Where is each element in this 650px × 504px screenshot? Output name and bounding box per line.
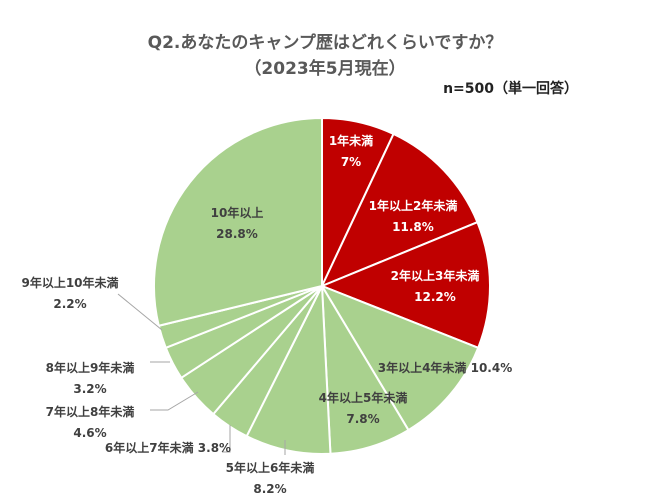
slice-category-label: 9年以上10年未満 — [21, 275, 118, 290]
leader-line — [117, 293, 163, 331]
slice-category-label: 1年以上2年未満 — [369, 198, 458, 213]
slice-category-label: 4年以上5年未満 — [319, 390, 408, 405]
chart-title: Q2.あなたのキャンプ歴はどれくらいですか？ — [147, 33, 503, 53]
slice-category-label: 2年以上3年未満 — [391, 268, 480, 283]
leader-line — [150, 391, 199, 411]
chart-subtitle: （2023年5月現在） — [244, 59, 406, 79]
pie-slice — [319, 220, 491, 350]
slice-label: 3年以上4年未満 10.4% — [378, 360, 513, 375]
pie-slice — [319, 132, 479, 288]
slice-value-label: 7.8% — [346, 412, 379, 426]
leader-line — [222, 425, 231, 453]
sample-note: n=500（単一回答） — [443, 81, 578, 97]
pie-slice — [319, 283, 480, 432]
slice-value-label: 11.8% — [392, 220, 434, 234]
pie-slice — [153, 116, 323, 327]
slice-category-label: 8年以上9年未満 — [46, 360, 135, 375]
slice-category-label: 1年未満 — [329, 133, 373, 148]
slice-value-label: 4.6% — [73, 426, 106, 440]
slice-value-label: 28.8% — [216, 227, 258, 241]
slice-value-label: 3.2% — [73, 382, 106, 396]
slice-value-label: 2.2% — [53, 297, 86, 311]
pie-slice — [245, 282, 332, 455]
slice-category-label: 10年以上 — [211, 205, 264, 220]
slice-value-label: 7% — [341, 155, 361, 169]
slice-value-label: 12.2% — [414, 290, 456, 304]
slice-category-label: 7年以上8年未満 — [46, 404, 135, 419]
slice-value-label: 8.2% — [253, 482, 286, 496]
slice-category-label: 5年以上6年未満 — [226, 460, 315, 475]
slice-label: 6年以上7年未満 3.8% — [105, 440, 231, 455]
